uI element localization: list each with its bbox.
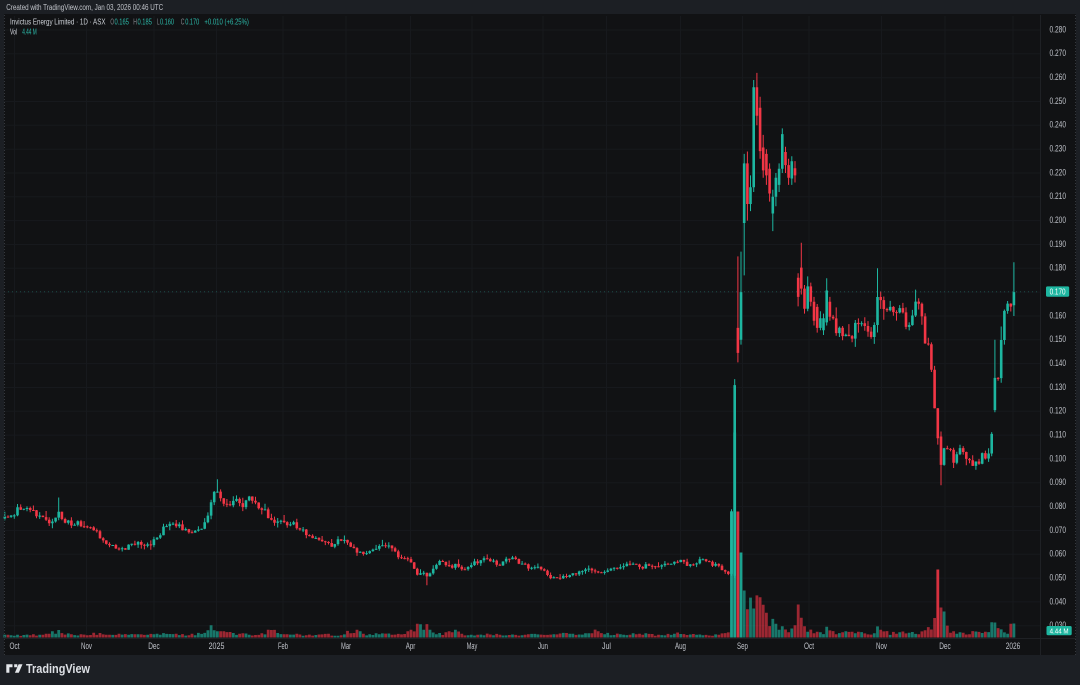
svg-text:Mar: Mar (341, 641, 351, 651)
svg-text:Sep: Sep (737, 641, 748, 651)
svg-text:0.200: 0.200 (1050, 215, 1067, 225)
svg-text:0.160: 0.160 (1050, 310, 1067, 320)
svg-text:Jul: Jul (602, 641, 611, 651)
svg-text:0.250: 0.250 (1050, 96, 1067, 106)
svg-text:Feb: Feb (278, 641, 288, 651)
svg-text:0.170: 0.170 (185, 18, 199, 27)
svg-text:0.220: 0.220 (1050, 167, 1067, 177)
svg-text:0.130: 0.130 (1050, 382, 1067, 392)
svg-text:C: C (181, 18, 185, 27)
svg-text:Created with TradingView.com,: Created with TradingView.com, Jan 03, 20… (6, 3, 163, 12)
svg-text:0.070: 0.070 (1050, 525, 1067, 535)
svg-text:Dec: Dec (939, 641, 951, 651)
svg-text:0.160: 0.160 (160, 18, 174, 27)
svg-text:TradingView: TradingView (26, 662, 90, 676)
svg-text:Oct: Oct (10, 641, 20, 651)
svg-text:0.270: 0.270 (1050, 48, 1067, 58)
svg-text:2025: 2025 (209, 641, 225, 651)
svg-text:Jun: Jun (538, 641, 548, 651)
svg-text:0.190: 0.190 (1050, 239, 1067, 249)
svg-text:Dec: Dec (148, 641, 160, 651)
svg-text:0.100: 0.100 (1050, 453, 1067, 463)
svg-text:2026: 2026 (1006, 641, 1021, 651)
svg-text:Aug: Aug (675, 641, 686, 651)
svg-text:0.240: 0.240 (1050, 120, 1067, 130)
svg-text:0.110: 0.110 (1050, 430, 1067, 440)
svg-text:Apr: Apr (406, 641, 416, 651)
svg-text:Invictus Energy Limited · 1D ·: Invictus Energy Limited · 1D · ASX (10, 18, 106, 27)
svg-text:0.170: 0.170 (1050, 288, 1066, 297)
svg-text:0.210: 0.210 (1050, 191, 1067, 201)
svg-text:L: L (157, 18, 160, 27)
svg-text:0.165: 0.165 (115, 18, 130, 27)
svg-text:0.050: 0.050 (1050, 573, 1067, 583)
svg-text:0.120: 0.120 (1050, 406, 1067, 416)
svg-text:0.080: 0.080 (1050, 501, 1067, 511)
svg-text:0.140: 0.140 (1050, 358, 1067, 368)
svg-text:0.260: 0.260 (1050, 72, 1067, 82)
svg-text:4.44 M: 4.44 M (1050, 626, 1069, 635)
svg-text:4.44 M: 4.44 M (22, 27, 37, 36)
svg-text:0.090: 0.090 (1050, 477, 1067, 487)
svg-text:Nov: Nov (81, 641, 92, 651)
svg-text:0.040: 0.040 (1050, 596, 1067, 606)
svg-text:Oct: Oct (804, 641, 814, 651)
svg-text:0.150: 0.150 (1050, 334, 1067, 344)
svg-text:O: O (110, 18, 114, 27)
svg-text:0.030: 0.030 (1050, 620, 1067, 630)
svg-text:+0.010 (+6.25%): +0.010 (+6.25%) (204, 18, 249, 27)
svg-text:H: H (133, 18, 137, 27)
svg-text:0.280: 0.280 (1050, 24, 1067, 34)
svg-text:0.230: 0.230 (1050, 144, 1067, 154)
svg-text:0.185: 0.185 (138, 18, 153, 27)
svg-text:Vol: Vol (10, 27, 17, 36)
svg-text:0.060: 0.060 (1050, 549, 1067, 559)
svg-text:Nov: Nov (876, 641, 887, 651)
svg-text:0.180: 0.180 (1050, 263, 1067, 273)
svg-text:May: May (467, 641, 478, 651)
